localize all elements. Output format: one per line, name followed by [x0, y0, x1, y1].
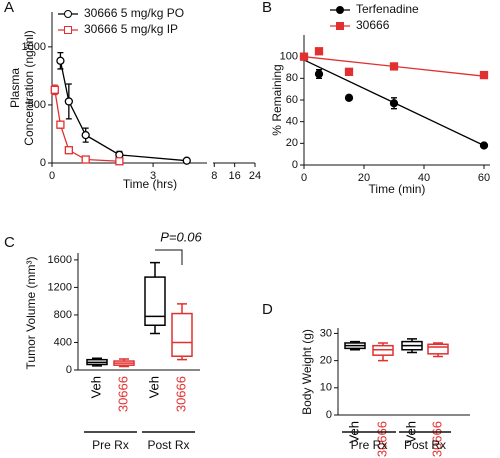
marker — [479, 70, 489, 80]
y-axis-label: % Remaining — [270, 64, 284, 135]
panel-label: C — [4, 234, 15, 251]
marker — [389, 62, 399, 71]
box — [171, 312, 193, 357]
legend-label: 30666 5 mg/kg PO — [84, 6, 184, 20]
y-tick-label: 10 — [320, 382, 332, 394]
marker — [115, 157, 124, 166]
y-tick-label: 400 — [54, 336, 72, 348]
marker — [314, 69, 324, 79]
x-tick-label: 0 — [49, 170, 55, 182]
group-label: Pre Rx — [92, 438, 129, 452]
x-tick-label: 3 — [150, 170, 156, 182]
x-tick-label: 30666 — [429, 421, 444, 457]
x-tick-label: 16 — [229, 170, 241, 182]
marker — [81, 130, 90, 140]
panel-label: A — [4, 0, 14, 16]
box — [144, 276, 166, 327]
group-label: Post Rx — [404, 438, 446, 452]
panel-label: B — [262, 0, 272, 16]
y-tick-label: 80 — [286, 72, 298, 84]
y-tick-label: 0 — [292, 159, 298, 171]
marker — [64, 97, 73, 106]
marker — [389, 99, 399, 108]
marker — [479, 141, 489, 150]
panel-label: D — [262, 301, 273, 318]
x-tick-label: 24 — [249, 170, 261, 182]
marker — [56, 120, 65, 129]
x-tick-label: 30666 — [115, 376, 130, 412]
marker — [64, 146, 73, 155]
x-tick-label: 0 — [301, 172, 307, 184]
y-tick-label: 40 — [286, 116, 298, 128]
y-axis-label: Plasma — [8, 68, 22, 108]
y-tick-label: 60 — [286, 94, 298, 106]
x-tick-label: 20 — [358, 172, 370, 184]
series-line — [59, 60, 187, 162]
legend-marker — [64, 26, 72, 34]
marker — [50, 85, 59, 94]
y-tick-label: 1000 — [22, 41, 46, 53]
y-tick-label: 1600 — [48, 254, 72, 266]
marker — [182, 156, 191, 165]
marker — [314, 47, 324, 56]
x-tick-label: 60 — [478, 172, 490, 184]
y-axis-label: Tumor Volume (mm³) — [24, 257, 38, 370]
annotation: P=0.06 — [160, 229, 202, 244]
y-tick-label: 20 — [286, 137, 298, 149]
y-tick-label: 0 — [66, 364, 72, 376]
legend-label: Terfenadine — [356, 2, 419, 16]
y-tick-label: 100 — [280, 51, 298, 63]
x-tick-label: Veh — [88, 376, 103, 398]
y-tick-label: 0 — [326, 409, 332, 421]
y-tick-label: 20 — [320, 355, 332, 367]
x-axis-label: Time (hrs) — [123, 177, 177, 191]
y-tick-label: 800 — [54, 309, 72, 321]
marker — [56, 56, 65, 65]
x-tick-label: 30666 — [173, 376, 188, 412]
x-tick-label: 30666 — [374, 421, 389, 457]
x-tick-label: 40 — [418, 172, 430, 184]
legend-marker — [336, 22, 344, 30]
y-tick-label: 30 — [320, 327, 332, 339]
group-label: Post Rx — [147, 438, 189, 452]
y-axis-label: Body Weight (g) — [300, 329, 314, 415]
legend-label: 30666 5 mg/kg IP — [84, 22, 178, 36]
x-axis-label: Time (min) — [369, 182, 426, 196]
y-tick-label: 1200 — [48, 281, 72, 293]
legend-marker — [64, 10, 72, 18]
y-tick-label: 500 — [28, 99, 46, 111]
group-label: Pre Rx — [351, 438, 388, 452]
legend-label: 30666 — [356, 18, 390, 32]
significance-bracket — [155, 249, 183, 265]
y-axis-label: Concentration (ng/ml) — [22, 30, 36, 145]
marker — [81, 155, 90, 164]
y-tick-label: 0 — [40, 157, 46, 169]
marker — [299, 52, 309, 61]
marker — [344, 67, 354, 76]
box — [427, 343, 449, 355]
legend-marker — [336, 6, 344, 14]
marker — [344, 93, 354, 102]
x-tick-label: 8 — [211, 170, 217, 182]
x-tick-label: Veh — [146, 376, 161, 398]
